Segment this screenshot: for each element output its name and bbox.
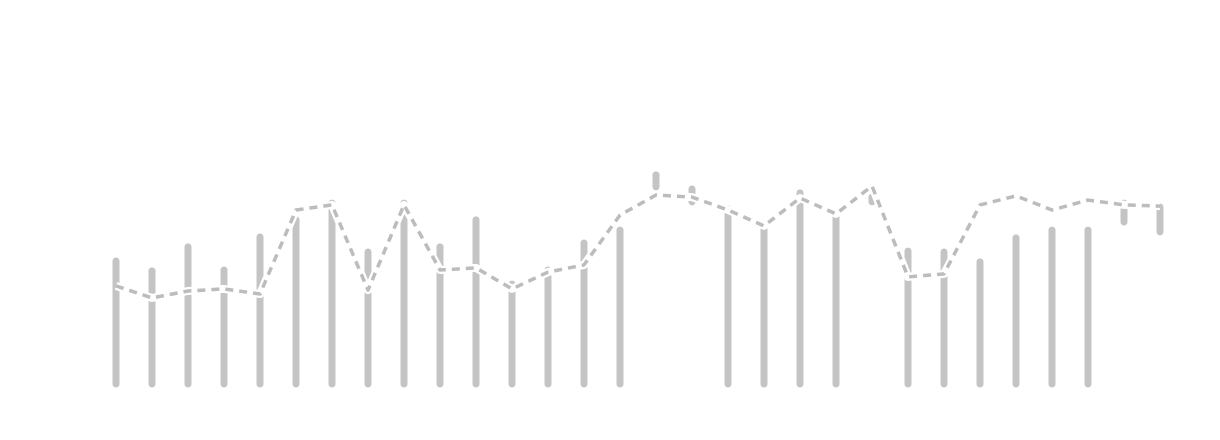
line	[115, 184, 1161, 300]
line-halo	[114, 182, 1161, 302]
